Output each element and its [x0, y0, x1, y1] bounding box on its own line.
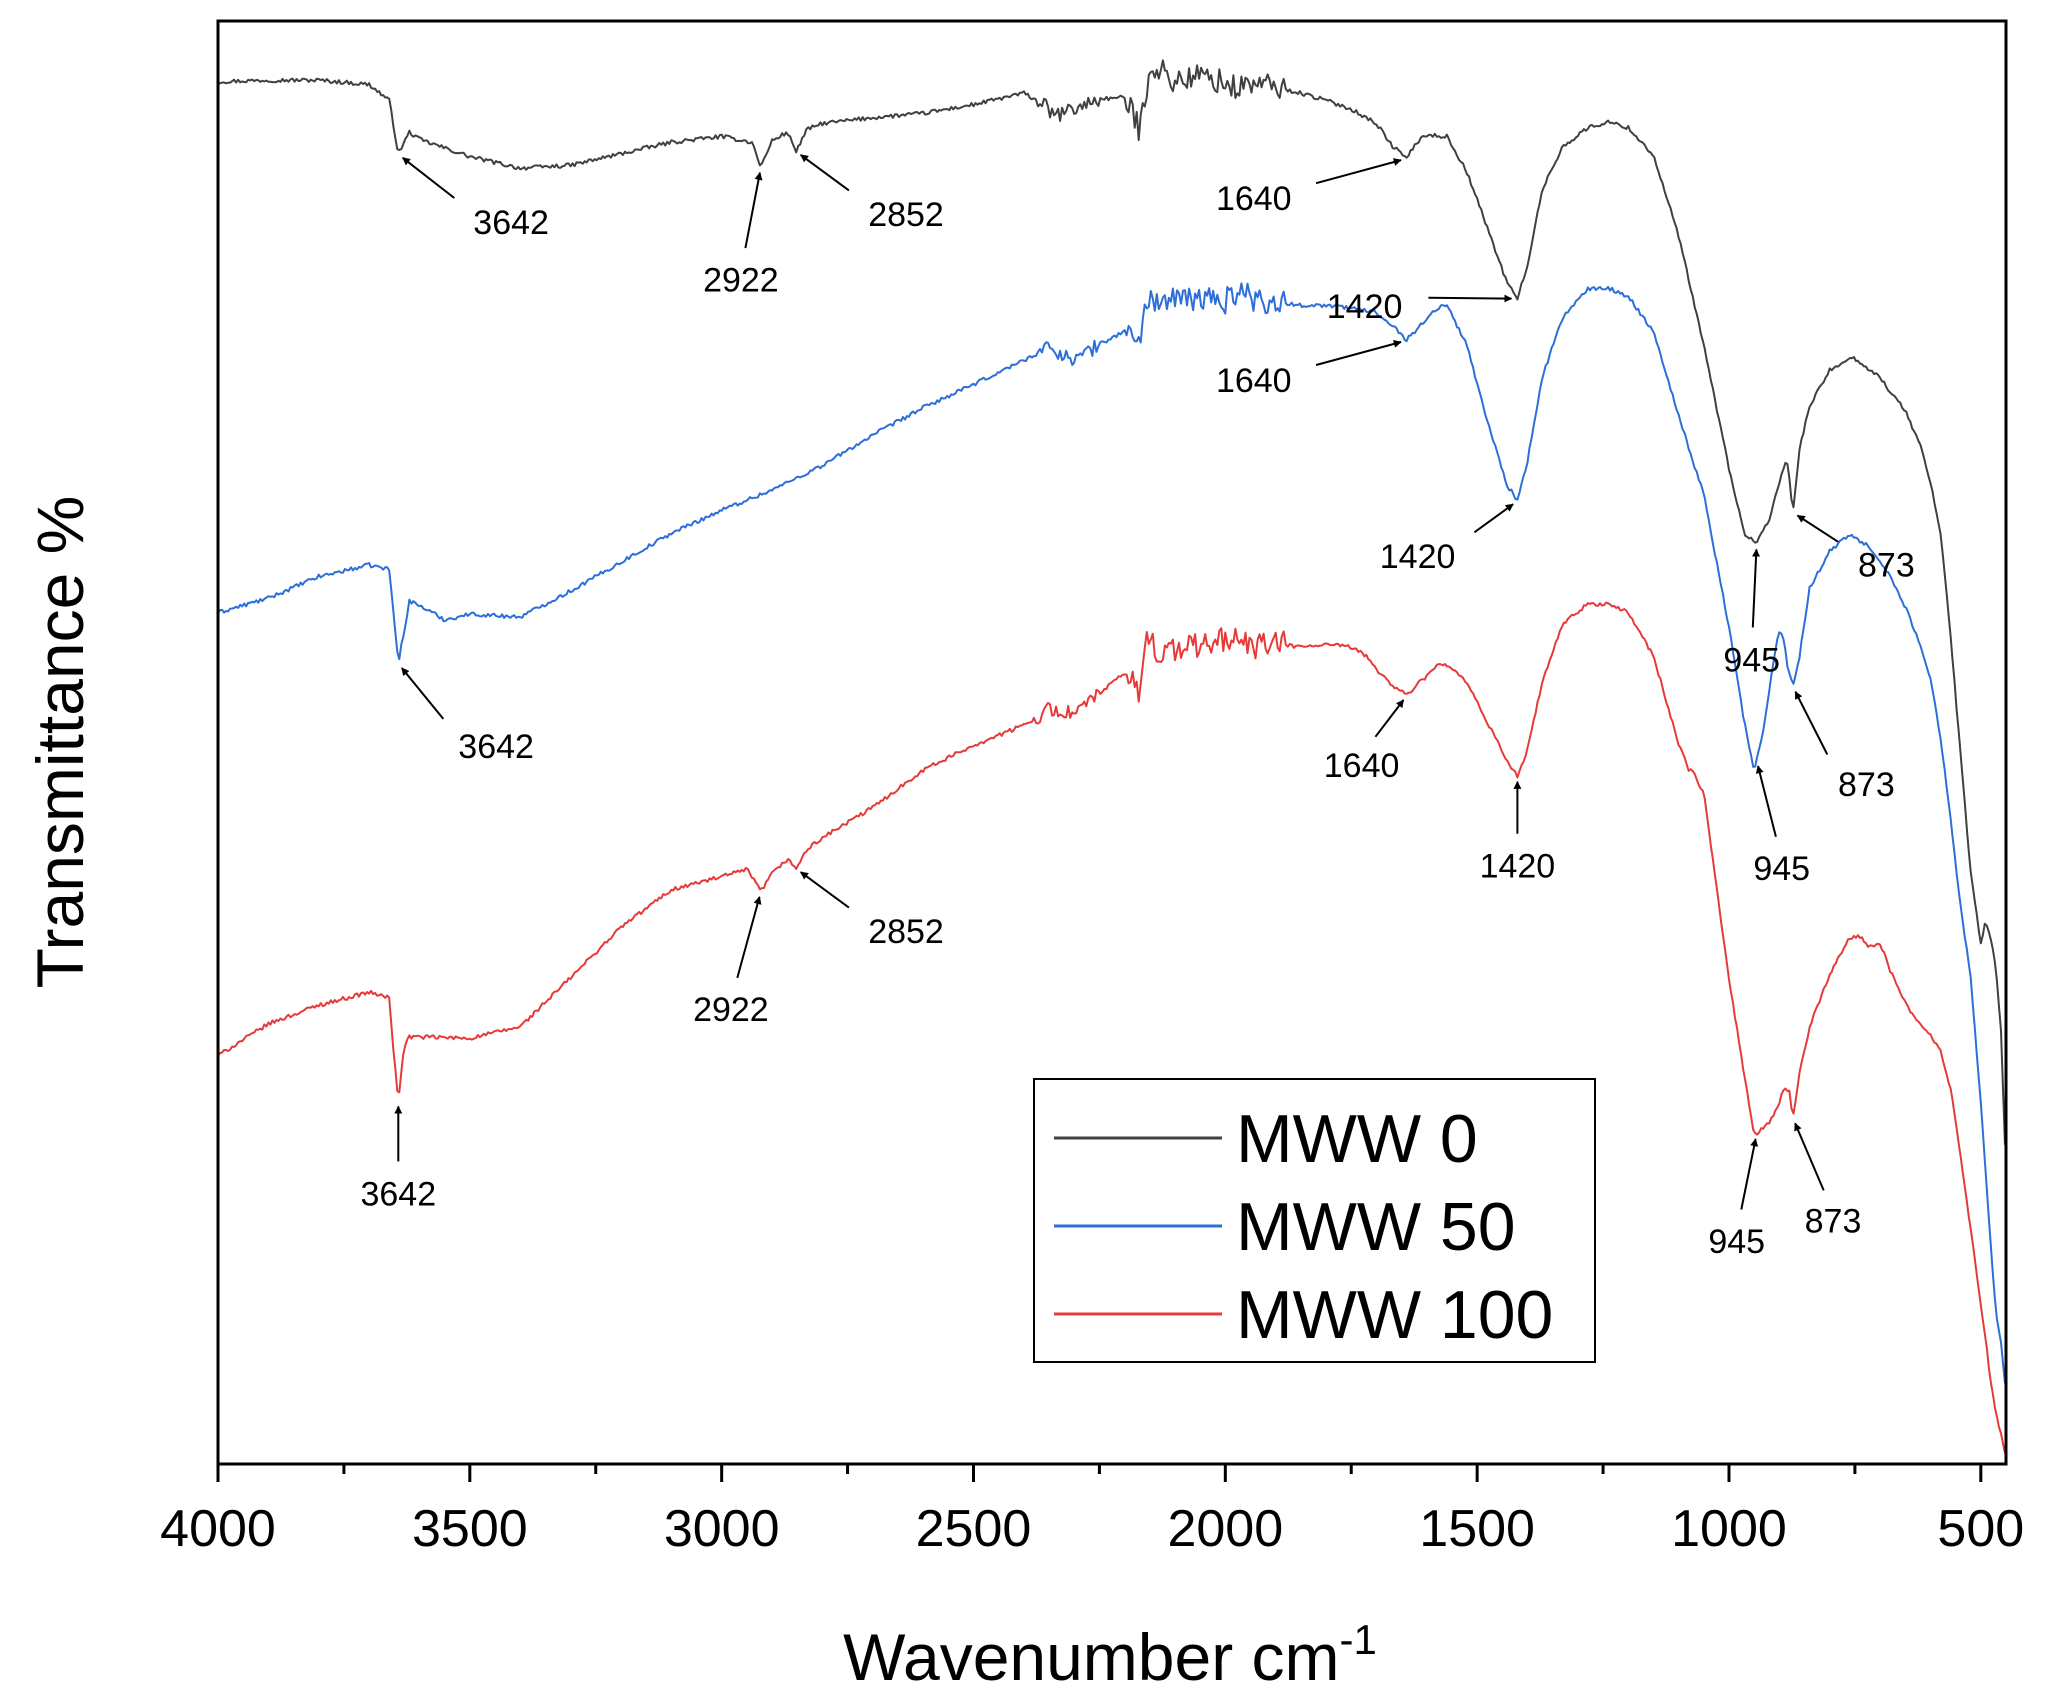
peak-annotation-mww-0-1640: 1640: [1216, 158, 1402, 218]
annotation-label: 945: [1753, 850, 1810, 888]
x-tick-label: 3500: [412, 1500, 528, 1558]
peak-annotation-mww-0-3642: 3642: [402, 157, 549, 242]
peak-annotation-mww-0-2852: 2852: [800, 154, 944, 234]
series-layer: [217, 59, 2006, 1454]
x-tick-label: 4000: [160, 1500, 276, 1558]
x-tick-label: 1500: [1419, 1500, 1535, 1558]
peak-annotation-mww-50-1420: 1420: [1380, 503, 1514, 576]
peak-annotation-mww-0-1420: 1420: [1327, 288, 1513, 326]
annotation-label: 3642: [360, 1175, 436, 1213]
annotation-label: 2922: [693, 991, 769, 1029]
peak-annotation-mww-50-873: 873: [1794, 690, 1895, 804]
annotation-arrow: [402, 157, 455, 199]
x-tick-label: 500: [1937, 1500, 2024, 1558]
annotation-arrow: [736, 896, 762, 979]
peak-annotation-mww-100-1640: 1640: [1324, 699, 1405, 785]
peak-annotation-mww-0-2922: 2922: [703, 171, 779, 300]
annotation-arrow: [401, 667, 445, 720]
x-tick-label: 2000: [1167, 1500, 1283, 1558]
legend: MWW 0 MWW 50 MWW 100: [1033, 1078, 1596, 1363]
annotation-arrow: [1794, 690, 1829, 755]
annotation-arrow: [800, 154, 850, 192]
annotation-label: 1420: [1327, 288, 1403, 326]
annotation-label: 1640: [1216, 180, 1292, 218]
x-axis-label: Wavenumber cm-1: [843, 1616, 1377, 1694]
legend-label: MWW 100: [1236, 1277, 1553, 1353]
x-tick-label: 2500: [916, 1500, 1032, 1558]
x-tick-label: 1000: [1671, 1500, 1787, 1558]
annotation-arrow: [1755, 765, 1777, 838]
peak-annotation-mww-100-2922: 2922: [693, 896, 769, 1029]
annotation-arrow: [1315, 158, 1402, 185]
peak-annotation-mww-100-1420: 1420: [1480, 780, 1556, 886]
annotation-label: 2852: [868, 196, 944, 234]
peak-annotation-mww-100-945: 945: [1708, 1138, 1765, 1261]
peak-annotation-mww-100-2852: 2852: [800, 871, 944, 951]
legend-label: MWW 50: [1236, 1189, 1516, 1265]
plot-frame: [216, 19, 2008, 1466]
annotation-label: 1640: [1324, 747, 1400, 785]
x-axis-label-main: Wavenumber cm: [843, 1620, 1339, 1694]
peak-annotation-mww-50-1640: 1640: [1216, 340, 1402, 400]
series-line-mww-100: [217, 601, 2006, 1454]
peak-annotation-mww-0-945: 945: [1723, 548, 1780, 679]
annotation-label: 2922: [703, 262, 779, 300]
annotation-label: 2852: [868, 913, 944, 951]
y-axis-label: Transmittance %: [23, 496, 97, 989]
annotation-arrow: [1315, 340, 1402, 366]
legend-label: MWW 0: [1236, 1101, 1478, 1177]
annotation-arrow: [744, 171, 763, 249]
annotation-label: 1640: [1216, 362, 1292, 400]
series-line-mww-0: [217, 59, 2006, 1146]
peak-annotation-mww-100-873: 873: [1794, 1122, 1862, 1241]
x-tick-label: 3000: [664, 1500, 780, 1558]
annotation-arrow: [1428, 294, 1513, 303]
annotation-arrow: [800, 871, 850, 909]
x-axis-ticks: 4000 3500 3000 2500 2000 1500 1000 500: [160, 1464, 2024, 1558]
annotation-arrow: [1740, 1138, 1759, 1210]
annotation-label: 873: [1805, 1203, 1862, 1241]
annotation-label: 3642: [458, 728, 534, 766]
peak-annotation-mww-50-3642: 3642: [401, 667, 534, 766]
peak-annotation-mww-0-873: 873: [1796, 514, 1915, 585]
legend-items: MWW 0 MWW 50 MWW 100: [1054, 1101, 1553, 1353]
annotation-label: 3642: [473, 204, 549, 242]
annotation-label: 945: [1708, 1223, 1765, 1261]
peak-annotation-mww-50-945: 945: [1753, 765, 1810, 888]
annotation-label: 873: [1858, 547, 1915, 585]
annotation-label: 873: [1838, 766, 1895, 804]
annotation-arrow: [1473, 503, 1514, 534]
series-line-mww-50: [217, 282, 2006, 1384]
peak-annotation-mww-100-3642: 3642: [360, 1105, 436, 1213]
annotation-arrow: [1751, 548, 1761, 628]
annotation-label: 1420: [1480, 848, 1556, 886]
legend-item-mww-100: MWW 100: [1054, 1277, 1553, 1353]
annotation-layer: 3642 2922 2852 1640 1420 945 873 3642 1640 1420 94…: [360, 154, 1915, 1261]
annotation-arrow: [1374, 699, 1405, 738]
legend-item-mww-0: MWW 0: [1054, 1101, 1478, 1177]
annotation-arrow: [1796, 514, 1839, 543]
x-axis-label-superscript: -1: [1340, 1616, 1377, 1663]
annotation-label: 945: [1723, 641, 1780, 679]
legend-item-mww-50: MWW 50: [1054, 1189, 1516, 1265]
annotation-arrow: [1794, 1122, 1825, 1191]
annotation-label: 1420: [1380, 538, 1456, 576]
